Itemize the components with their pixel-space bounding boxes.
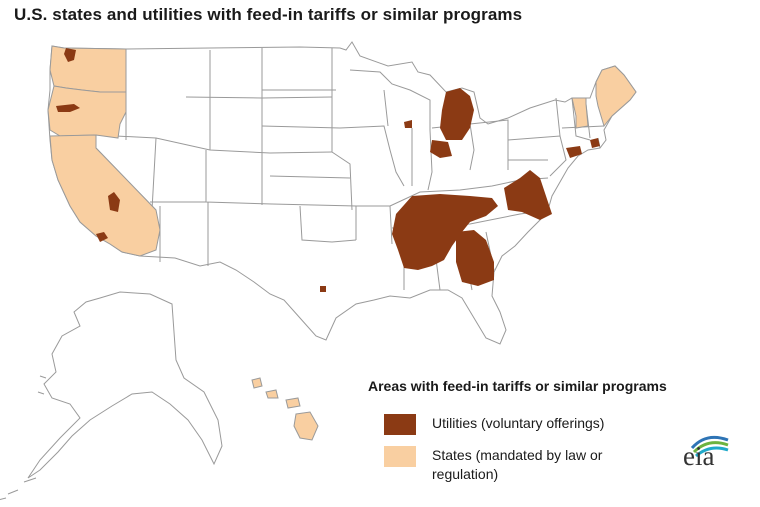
mandated-states <box>47 45 637 257</box>
utility-rhode-island <box>590 138 600 148</box>
legend-label-states: States (mandated by law or regulation) <box>432 447 603 482</box>
utility-georgia <box>456 230 494 286</box>
utility-nc-va <box>504 170 552 220</box>
hawaii-maui <box>285 397 301 409</box>
alaska-islands <box>0 375 47 501</box>
utility-tennessee-valley <box>392 194 498 270</box>
utility-oregon <box>56 104 80 112</box>
utility-new-jersey <box>566 146 582 158</box>
hawaii-kauai <box>251 377 263 389</box>
utility-texas <box>320 286 326 292</box>
legend-swatch-states <box>384 446 416 467</box>
eia-logo-icon <box>690 435 729 458</box>
alaska <box>27 291 223 479</box>
hawaii-oahu <box>265 389 279 399</box>
state-washington <box>49 45 127 93</box>
state-vermont <box>571 97 589 129</box>
hawaii-big-island <box>293 411 319 441</box>
legend-title: Areas with feed-in tariffs or similar pr… <box>368 378 667 394</box>
hawaii <box>251 377 319 441</box>
utility-wisconsin <box>404 120 412 128</box>
legend-item-states: States (mandated by law or regulation) <box>384 446 662 484</box>
map-title: U.S. states and utilities with feed-in t… <box>14 5 523 24</box>
state-oregon <box>47 85 127 139</box>
state-california <box>49 134 161 257</box>
utility-california-sacramento <box>108 192 120 212</box>
utility-areas <box>56 48 600 292</box>
legend-swatch-utilities <box>384 414 416 435</box>
eia-logo-text: eia <box>683 441 715 471</box>
utility-michigan-south <box>430 140 452 158</box>
utility-washington <box>64 48 76 62</box>
legend-item-utilities: Utilities (voluntary offerings) <box>384 414 604 435</box>
utility-california-la <box>96 232 108 242</box>
state-maine <box>595 65 637 128</box>
utility-michigan <box>440 88 474 140</box>
legend-label-utilities: Utilities (voluntary offerings) <box>432 415 605 431</box>
